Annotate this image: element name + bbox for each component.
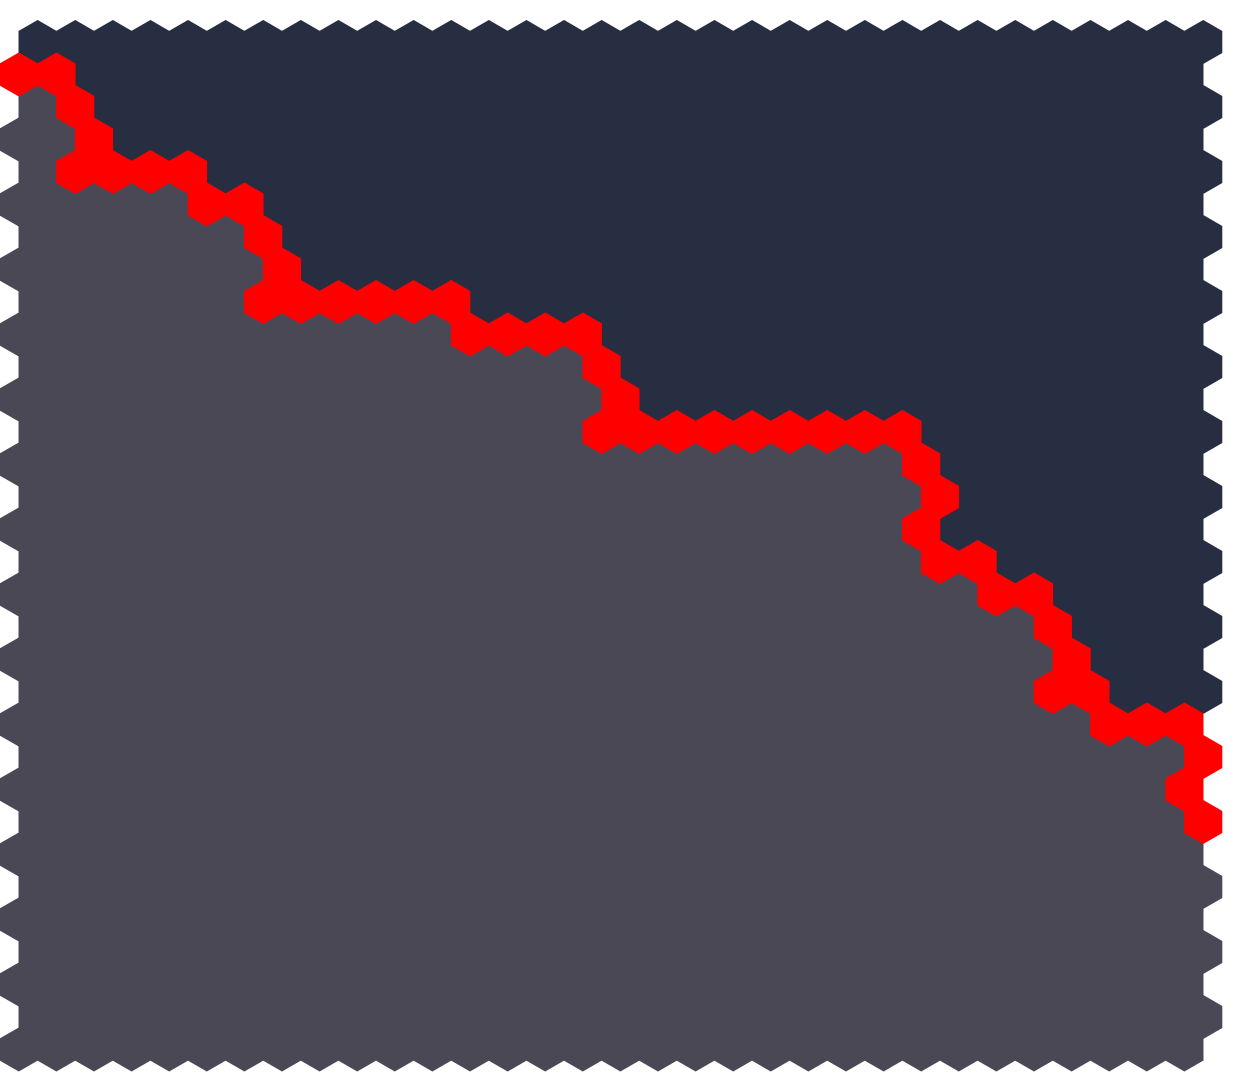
lower-cell <box>1165 1027 1204 1072</box>
path-cell <box>1184 799 1223 845</box>
